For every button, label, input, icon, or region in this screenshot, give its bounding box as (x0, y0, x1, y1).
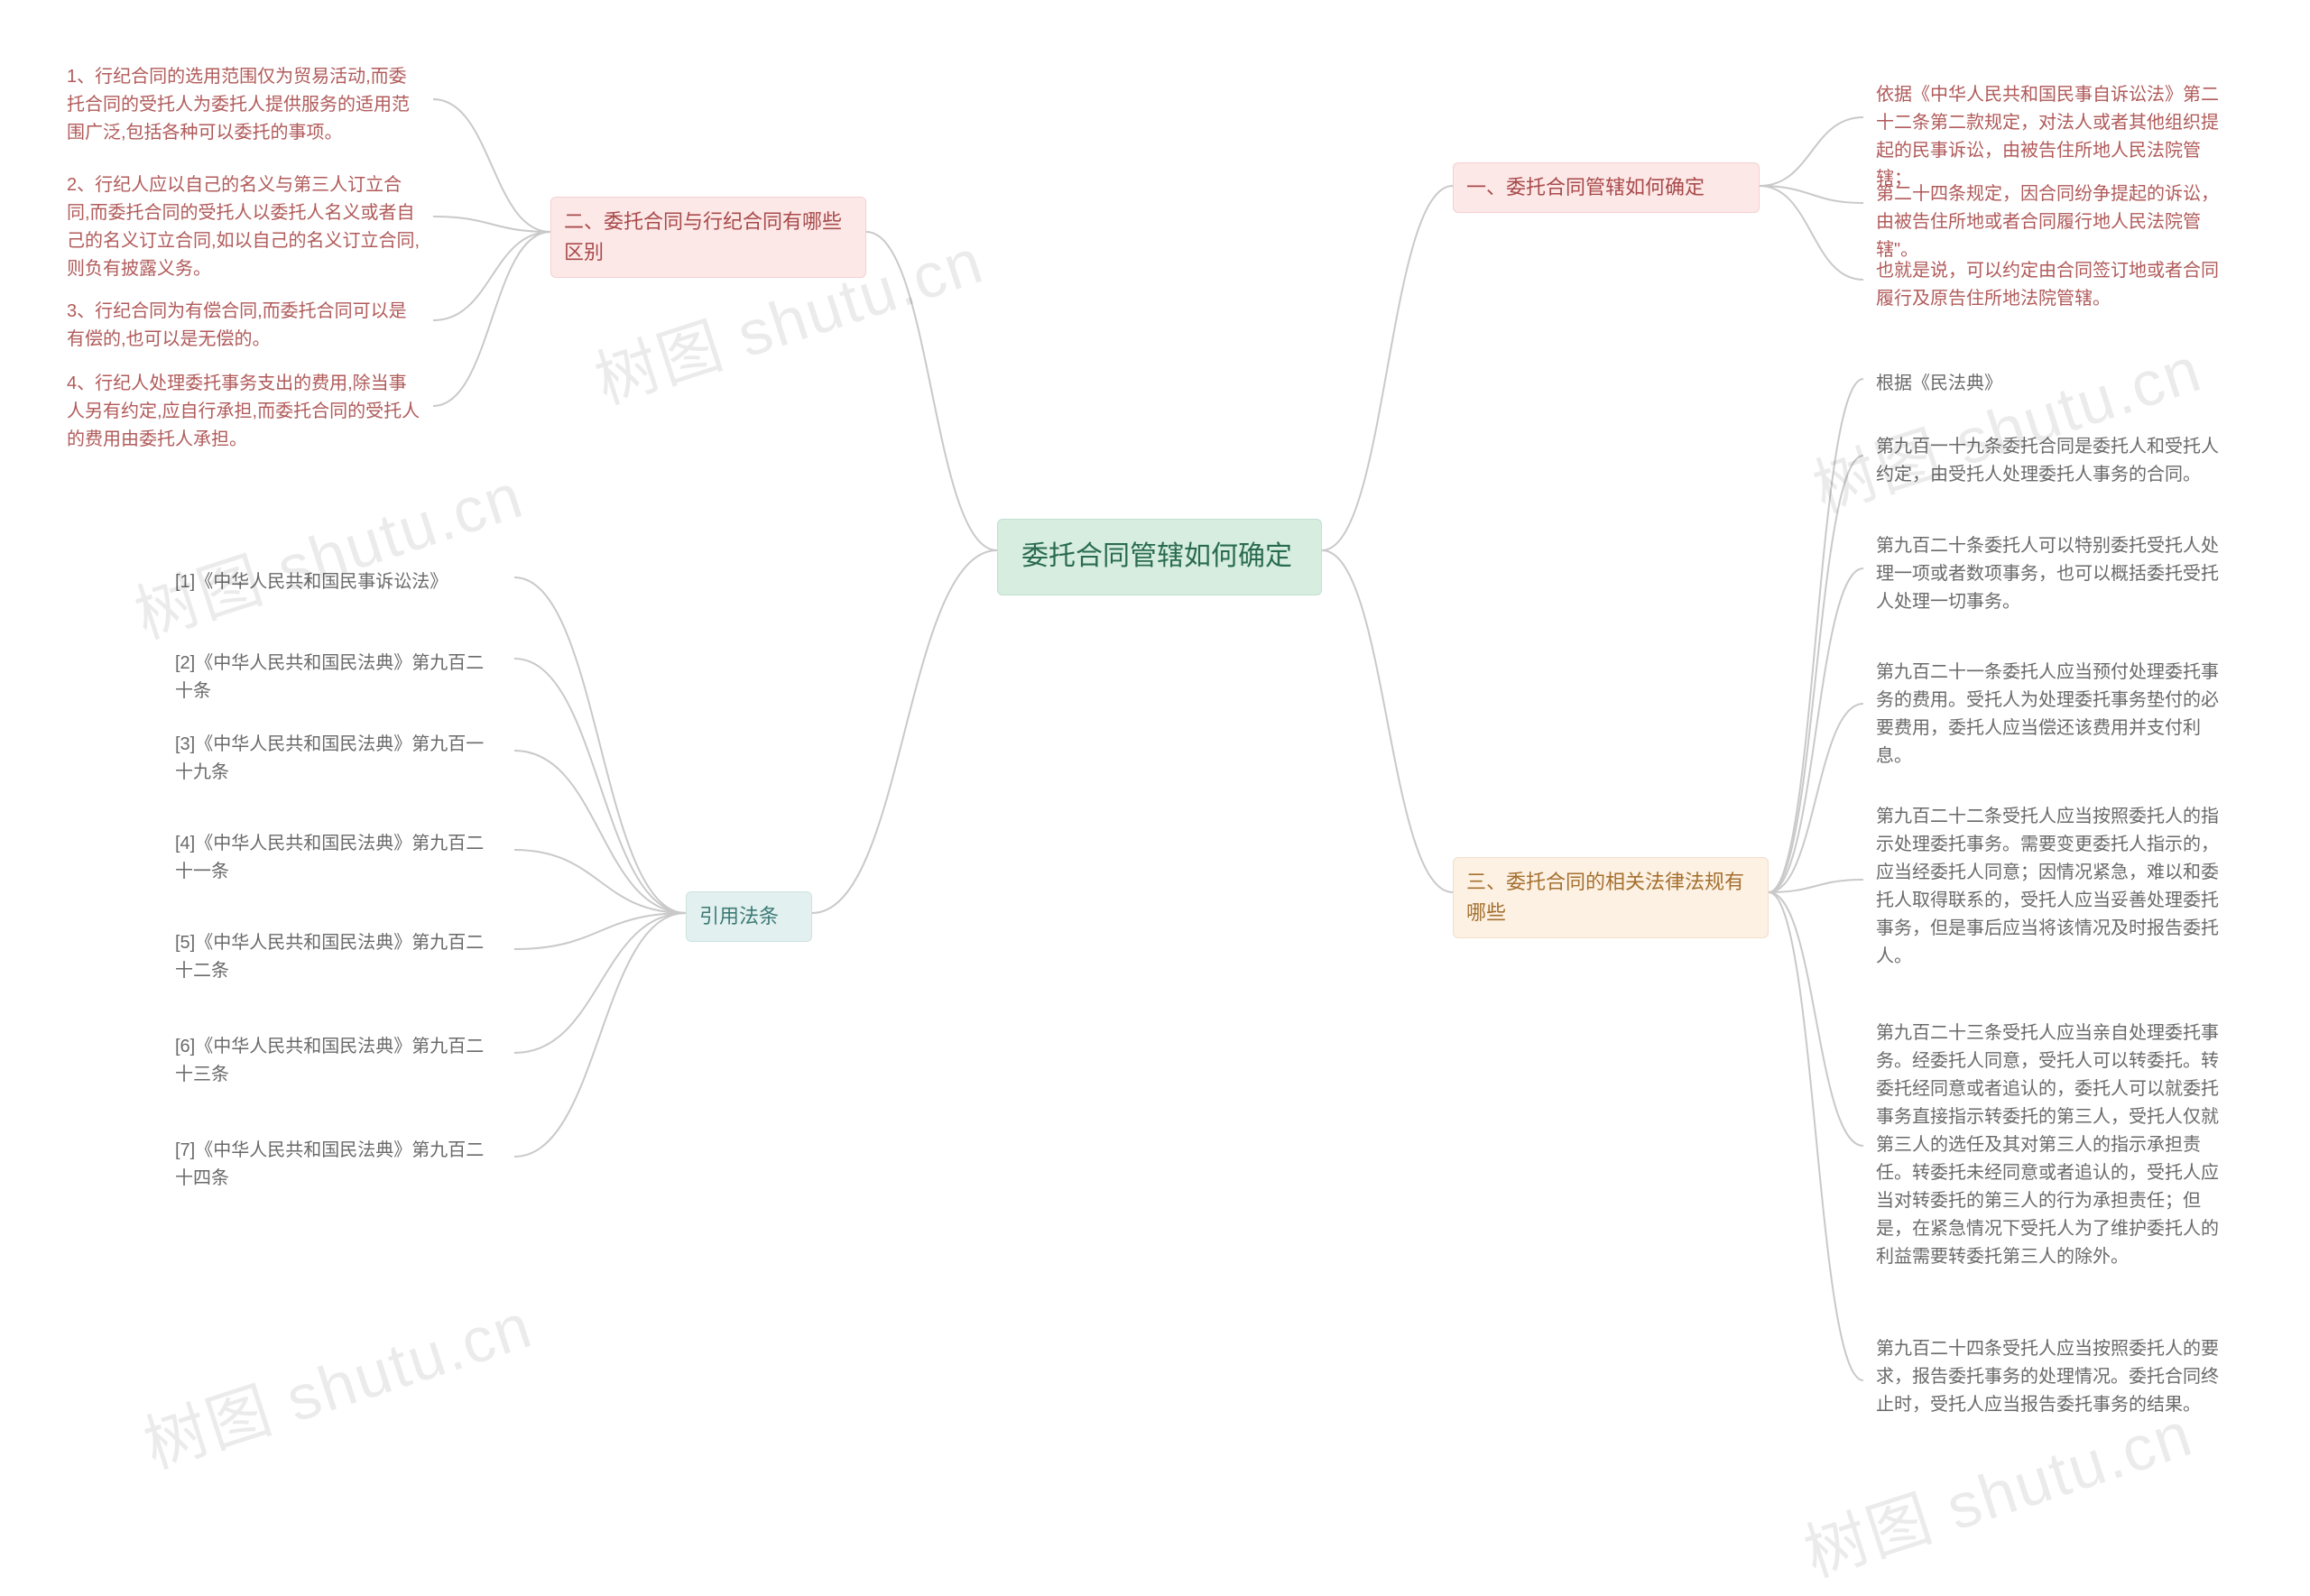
leaf-b3-2[interactable]: 第九百二十条委托人可以特别委托受托人处理一项或者数项事务，也可以概括委托受托人处… (1863, 523, 2242, 625)
leaf-b2-0[interactable]: 1、行纪合同的选用范围仅为贸易活动,而委托合同的受托人为委托人提供服务的适用范围… (54, 54, 433, 156)
leaf-b4-5[interactable]: [6]《中华人民共和国民法典》第九百二十三条 (162, 1024, 514, 1098)
leaf-b4-2[interactable]: [3]《中华人民共和国民法典》第九百一十九条 (162, 722, 514, 796)
leaf-b2-1[interactable]: 2、行纪人应以自己的名义与第三人订立合同,而委托合同的受托人以委托人名义或者自己… (54, 162, 433, 292)
leaf-b4-6[interactable]: [7]《中华人民共和国民法典》第九百二十四条 (162, 1128, 514, 1202)
leaf-b4-4[interactable]: [5]《中华人民共和国民法典》第九百二十二条 (162, 920, 514, 994)
branch-3[interactable]: 三、委托合同的相关法律法规有哪些 (1453, 857, 1769, 938)
leaf-b2-3[interactable]: 4、行纪人处理委托事务支出的费用,除当事人另有约定,应自行承担,而委托合同的受托… (54, 361, 433, 463)
leaf-b3-6[interactable]: 第九百二十四条受托人应当按照委托人的要求，报告委托事务的处理情况。委托合同终止时… (1863, 1326, 2242, 1428)
watermark: 树图 shutu.cn (122, 446, 532, 657)
leaf-b4-3[interactable]: [4]《中华人民共和国民法典》第九百二十一条 (162, 821, 514, 895)
leaf-b1-2[interactable]: 也就是说，可以约定由合同签订地或者合同履行及原告住所地法院管辖。 (1863, 248, 2242, 322)
leaf-b3-4[interactable]: 第九百二十二条受托人应当按照委托人的指示处理委托事务。需要变更委托人指示的，应当… (1863, 794, 2242, 980)
leaf-b3-0[interactable]: 根据《民法典》 (1863, 361, 2242, 407)
leaf-b3-5[interactable]: 第九百二十三条受托人应当亲自处理委托事务。经委托人同意，受托人可以转委托。转委托… (1863, 1010, 2242, 1280)
leaf-b2-2[interactable]: 3、行纪合同为有偿合同,而委托合同可以是有偿的,也可以是无偿的。 (54, 289, 433, 363)
branch-4[interactable]: 引用法条 (686, 891, 812, 942)
branch-2[interactable]: 二、委托合同与行纪合同有哪些区别 (550, 197, 866, 278)
leaf-b3-3[interactable]: 第九百二十一条委托人应当预付处理委托事务的费用。受托人为处理委托事务垫付的必要费… (1863, 650, 2242, 780)
branch-1[interactable]: 一、委托合同管辖如何确定 (1453, 162, 1760, 213)
leaf-b3-1[interactable]: 第九百一十九条委托合同是委托人和受托人约定，由受托人处理委托人事务的合同。 (1863, 424, 2242, 498)
leaf-b4-1[interactable]: [2]《中华人民共和国民法典》第九百二十条 (162, 641, 514, 715)
leaf-b4-0[interactable]: [1]《中华人民共和国民事诉讼法》 (162, 559, 514, 605)
watermark: 树图 shutu.cn (131, 1276, 541, 1487)
center-node[interactable]: 委托合同管辖如何确定 (997, 519, 1322, 595)
